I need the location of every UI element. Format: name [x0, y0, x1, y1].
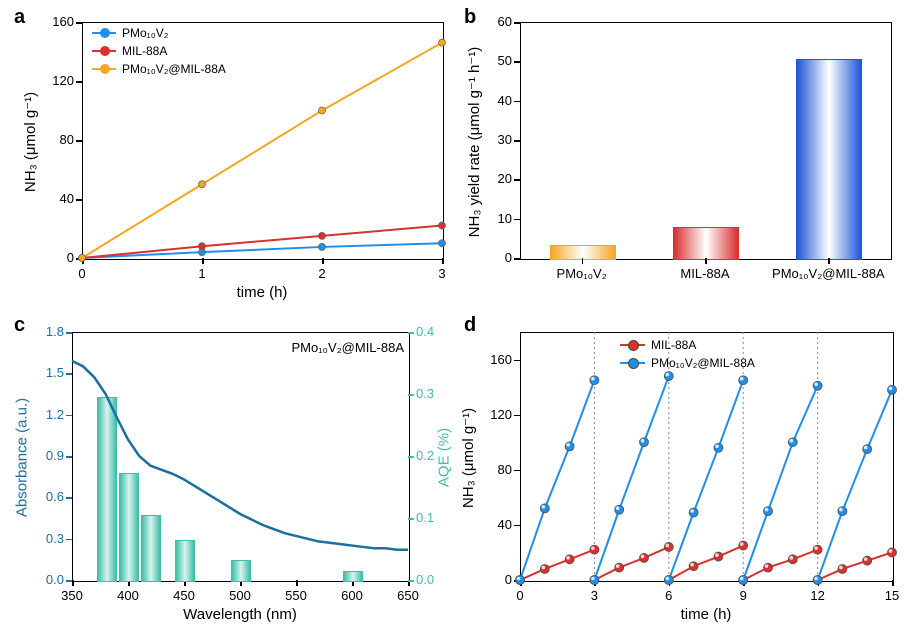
panel-d-line-PMo10V2@MIL-88A — [520, 376, 892, 580]
panel-d-marker — [838, 564, 847, 573]
panel-d-marker — [764, 507, 773, 516]
panel-d-marker — [565, 442, 574, 451]
panel-d-marker — [788, 555, 797, 564]
panel-d-marker — [813, 576, 822, 585]
panel-d-marker — [640, 438, 649, 447]
panel-d-marker — [540, 564, 549, 573]
panel-d-marker — [540, 504, 549, 513]
panel-d-marker — [888, 385, 897, 394]
panel-d-marker — [838, 507, 847, 516]
panel-d-marker — [739, 376, 748, 385]
figure-root: a time (h) NH₃ (μmol g⁻¹) b NH₃ yield ra… — [0, 0, 906, 632]
panel-d-marker — [640, 553, 649, 562]
panel-d-marker — [788, 438, 797, 447]
panel-d-marker — [565, 555, 574, 564]
panel-d-line-MIL-88A — [520, 546, 892, 580]
panel-d-marker — [888, 548, 897, 557]
panel-d-marker — [664, 542, 673, 551]
legend-label: MIL-88A — [651, 338, 696, 352]
panel-d-marker — [590, 376, 599, 385]
panel-d-marker — [764, 563, 773, 572]
panel-d-marker — [615, 563, 624, 572]
legend-label: PMo₁₀V₂@MIL-88A — [651, 356, 755, 370]
panel-d-marker — [714, 443, 723, 452]
panel-d-marker — [813, 381, 822, 390]
panel-d-marker — [863, 445, 872, 454]
panel-d-marker — [739, 576, 748, 585]
panel-d-marker — [516, 576, 525, 585]
panel-d-marker — [714, 552, 723, 561]
panel-d-marker — [739, 541, 748, 550]
panel-d-marker — [615, 505, 624, 514]
panel-d-legend-item: MIL-88A — [620, 338, 696, 352]
panel-d-marker — [664, 576, 673, 585]
panel-d-marker — [689, 562, 698, 571]
panel-d-marker — [689, 508, 698, 517]
panel-d-marker — [590, 576, 599, 585]
panel-d-marker — [863, 556, 872, 565]
panel-d-marker — [590, 545, 599, 554]
panel-d-legend-item: PMo₁₀V₂@MIL-88A — [620, 356, 755, 370]
panel-d-marker — [664, 372, 673, 381]
panel-d-marker — [813, 545, 822, 554]
